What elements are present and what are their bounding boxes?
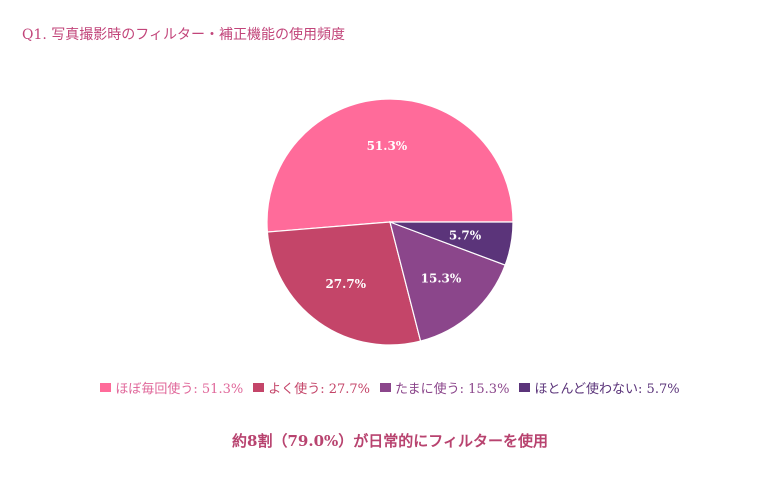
chart-title: Q1. 写真撮影時のフィルター・補正機能の使用頻度: [22, 27, 346, 43]
legend-swatch: [100, 383, 112, 392]
slice-value-label: 15.3%: [421, 272, 462, 286]
summary-annotation: 約8割（79.0%）が日常的にフィルターを使用: [232, 432, 548, 450]
legend-item-almost-always: ほぼ毎回使う: 51.3%: [100, 378, 243, 397]
legend: ほぼ毎回使う: 51.3% よく使う: 27.7% たまに使う: 15.3% ほ…: [0, 378, 780, 397]
legend-label: たまに使う: 15.3%: [395, 382, 510, 397]
legend-item-rarely: ほとんど使わない: 5.7%: [519, 378, 680, 397]
pie-slice: [389, 221, 506, 342]
legend-swatch: [253, 383, 265, 392]
slice-value-label: 5.7%: [449, 229, 482, 243]
legend-label: よく使う: 27.7%: [268, 382, 371, 397]
legend-label: ほとんど使わない: 5.7%: [534, 382, 680, 397]
legend-swatch: [380, 383, 392, 392]
legend-item-sometimes: たまに使う: 15.3%: [380, 378, 509, 397]
slice-value-label: 27.7%: [325, 277, 366, 291]
slice-value-label: 51.3%: [367, 139, 408, 153]
legend-swatch: [519, 383, 531, 392]
pie-slice: [266, 98, 514, 233]
legend-label: ほぼ毎回使う: 51.3%: [115, 382, 244, 397]
pie-slice: [389, 221, 514, 266]
pie-slice: [266, 221, 422, 346]
legend-item-often: よく使う: 27.7%: [253, 378, 370, 397]
